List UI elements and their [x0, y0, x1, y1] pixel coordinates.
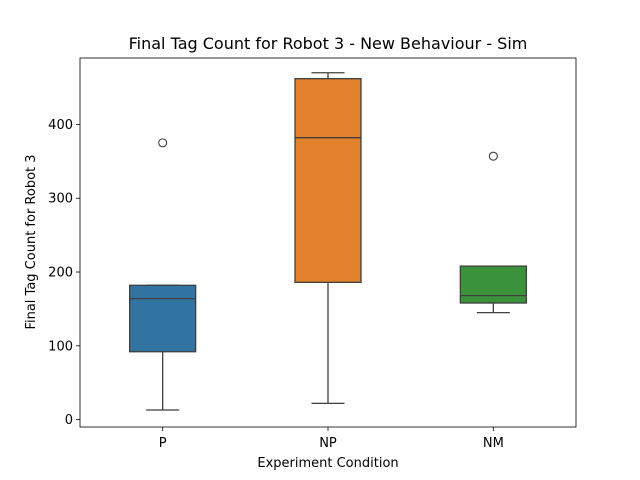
iqr-box [129, 284, 197, 353]
y-tick-label: 400 [48, 118, 73, 133]
boxes [129, 72, 527, 411]
y-tick-label: 100 [48, 339, 73, 354]
y-axis-label: Final Tag Count for Robot 3 [24, 154, 39, 329]
y-tick-label: 0 [65, 413, 73, 428]
x-axis: P NP NM [159, 427, 504, 451]
chart-title: Final Tag Count for Robot 3 - New Behavi… [129, 34, 528, 53]
y-axis: 0 100 200 300 400 [48, 118, 80, 428]
iqr-box [459, 265, 527, 304]
x-tick-label: NM [483, 436, 504, 451]
x-tick-label: P [159, 436, 167, 451]
y-tick-label: 300 [48, 192, 73, 207]
box-np [294, 72, 362, 405]
iqr-box [294, 78, 362, 284]
y-tick-label: 200 [48, 266, 73, 281]
box-p [129, 138, 197, 411]
outlier-point [158, 138, 168, 148]
x-tick-label: NP [319, 436, 337, 451]
outlier-point [488, 151, 498, 161]
x-axis-label: Experiment Condition [257, 456, 398, 471]
box-nm [459, 151, 527, 314]
